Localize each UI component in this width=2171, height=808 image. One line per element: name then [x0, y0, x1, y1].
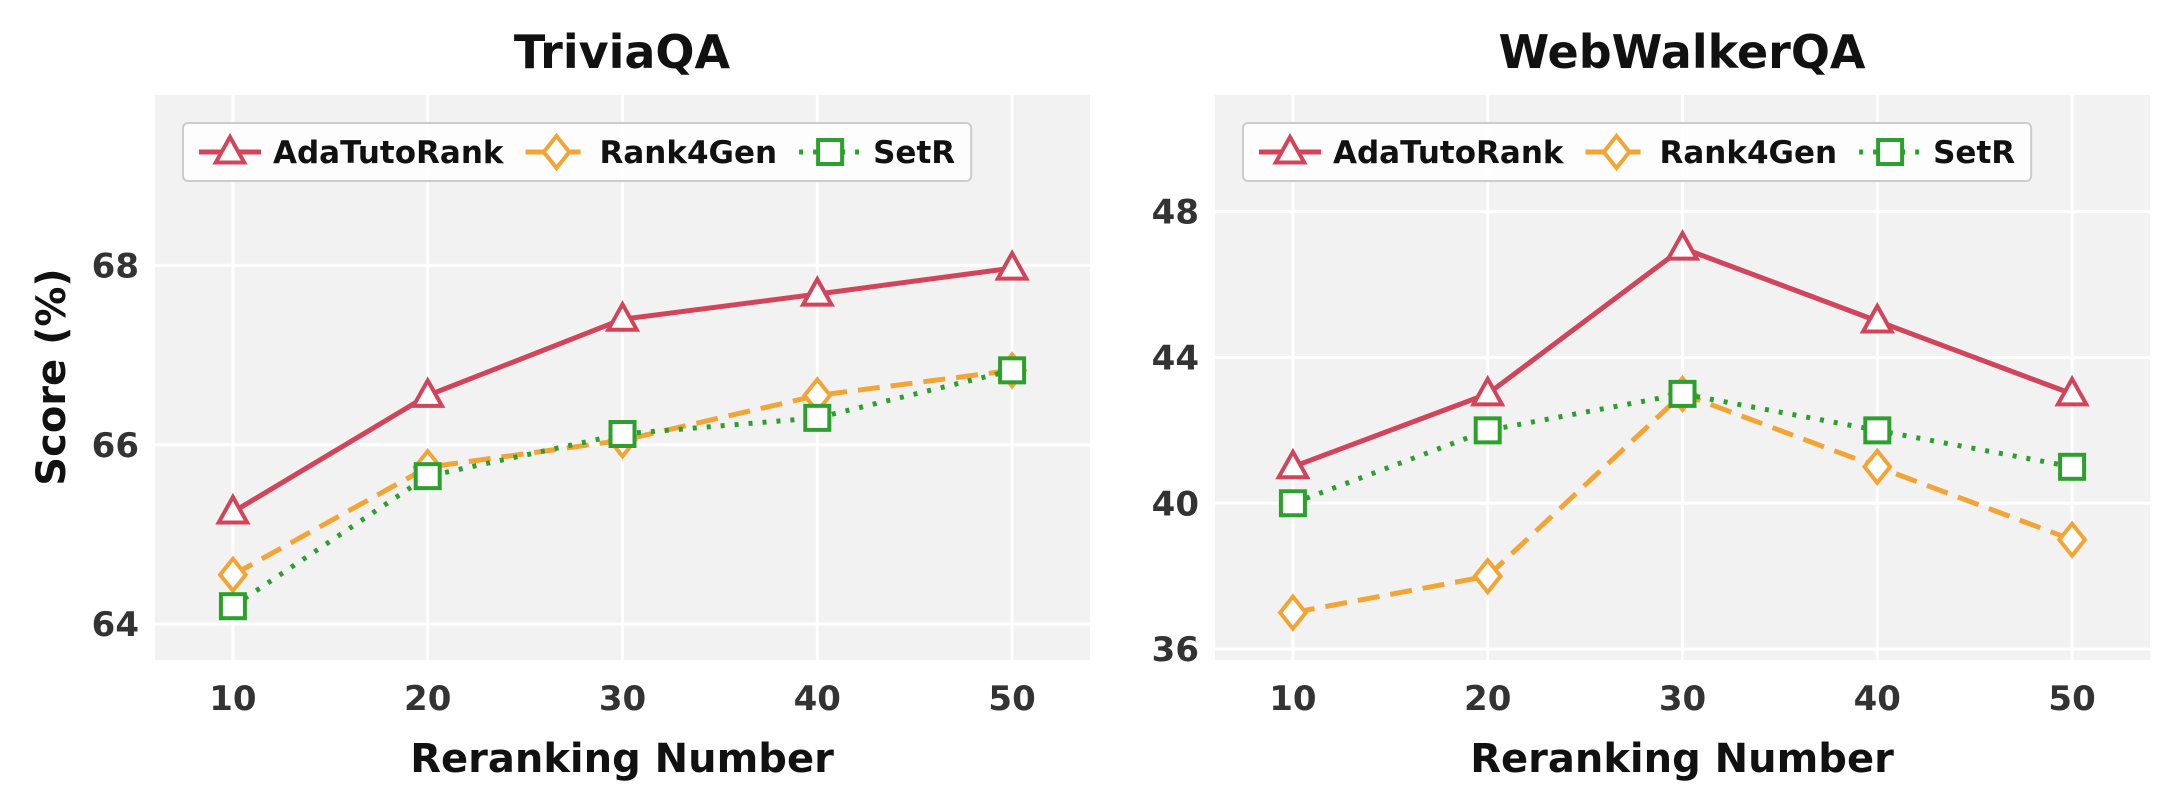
- series-line-setr: [231, 367, 1013, 609]
- x-tick-label: 40: [794, 679, 841, 719]
- data-point-adatutorank: [2054, 374, 2090, 407]
- data-point-adatutorank: [1859, 301, 1895, 334]
- data-point-setr: [1473, 416, 1502, 445]
- chart-title: TriviaQA: [514, 25, 731, 79]
- data-point-rank4gen: [217, 555, 249, 595]
- y-tick-label: 64: [92, 605, 139, 645]
- legend: AdaTutoRank Rank4Gen SetR: [1242, 122, 2033, 182]
- data-point-adatutorank: [215, 492, 251, 525]
- data-point-setr: [998, 356, 1027, 385]
- x-axis-label: Reranking Number: [410, 736, 834, 782]
- data-point-setr: [1863, 416, 1892, 445]
- data-point-adatutorank: [1664, 228, 1701, 261]
- series-layer: [215, 248, 1030, 621]
- data-point-adatutorank: [1470, 374, 1506, 407]
- y-tick-label: 36: [1152, 630, 1199, 670]
- series-line-rank4gen: [231, 367, 1013, 577]
- x-tick-label: 20: [1464, 679, 1511, 719]
- tick-labels: 10 20 30 40 50 64 66 68: [92, 246, 1036, 719]
- data-point-setr: [608, 420, 637, 448]
- legend-marker-adatutorank: [1272, 132, 1308, 165]
- series-layer: [1275, 228, 2090, 632]
- legend-marker-setr: [1876, 138, 1905, 166]
- legend-label-setr: SetR: [873, 135, 955, 171]
- legend-marker-rank4gen: [541, 132, 572, 172]
- data-point-adatutorank: [1275, 447, 1311, 480]
- x-tick-label: 30: [599, 679, 646, 719]
- x-tick-label: 40: [1854, 679, 1901, 719]
- legend-label-adatutorank: AdaTutoRank: [1333, 135, 1565, 171]
- data-point-adatutorank: [410, 376, 446, 408]
- y-tick-label: 68: [92, 246, 139, 286]
- data-point-setr: [1668, 379, 1697, 408]
- y-tick-label: 40: [1152, 484, 1199, 524]
- data-point-adatutorank: [799, 274, 835, 307]
- legend-label-rank4gen: Rank4Gen: [600, 135, 778, 171]
- x-tick-label: 10: [1269, 679, 1316, 719]
- chart-webwalkerqa: 10 20 30 40 50 36 40 44 48 WebWalkerQA Reranking…: [1152, 25, 2150, 782]
- x-tick-label: 50: [2048, 679, 2095, 719]
- x-tick-label: 10: [209, 679, 256, 719]
- legend-marker-setr: [816, 138, 845, 166]
- legend-label-setr: SetR: [1933, 135, 2015, 171]
- tick-labels: 10 20 30 40 50 36 40 44 48: [1152, 193, 2096, 719]
- legend-label-rank4gen: Rank4Gen: [1660, 135, 1838, 171]
- y-tick-label: 66: [92, 426, 139, 466]
- data-point-adatutorank: [994, 248, 1030, 281]
- data-point-setr: [803, 403, 832, 432]
- y-tick-label: 48: [1152, 193, 1199, 233]
- data-point-rank4gen: [2056, 520, 2088, 559]
- data-point-rank4gen: [1861, 447, 1893, 487]
- y-axis-label: Score (%): [29, 268, 75, 485]
- legend-marker-adatutorank: [212, 132, 248, 165]
- legend-label-adatutorank: AdaTutoRank: [273, 135, 505, 171]
- y-tick-label: 44: [1152, 338, 1199, 378]
- data-point-rank4gen: [1277, 593, 1309, 632]
- data-point-setr: [413, 462, 442, 491]
- x-tick-label: 50: [988, 679, 1035, 719]
- data-point-setr: [1278, 489, 1307, 518]
- data-point-adatutorank: [604, 300, 641, 332]
- chart-triviaqa: 10 20 30 40 50 64 66 68 TriviaQA Reranking Numb…: [29, 25, 1090, 782]
- data-point-setr: [2058, 452, 2087, 481]
- data-point-rank4gen: [1472, 556, 1504, 596]
- legend-marker-rank4gen: [1601, 132, 1632, 172]
- legend: AdaTutoRank Rank4Gen SetR: [182, 122, 973, 182]
- x-axis-label: Reranking Number: [1470, 736, 1894, 782]
- chart-title: WebWalkerQA: [1498, 25, 1865, 79]
- data-point-setr: [218, 592, 247, 621]
- x-tick-label: 30: [1659, 679, 1706, 719]
- x-tick-label: 20: [404, 679, 451, 719]
